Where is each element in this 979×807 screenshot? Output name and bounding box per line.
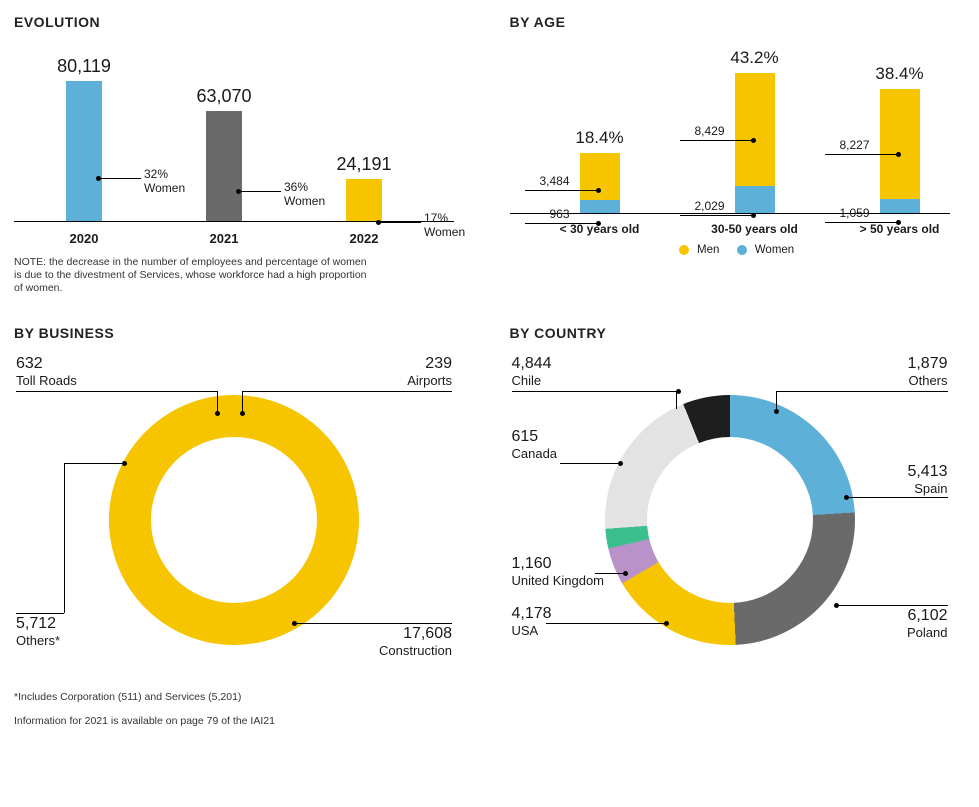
panel-evolution: EVOLUTION 80,119202032% Women63,07020213… [14, 14, 470, 295]
age-x-axis [510, 213, 950, 214]
chart-by-age: Men Women 18.4%< 30 years old3,48496343.… [510, 44, 950, 254]
txt-airports: Airports [407, 374, 452, 389]
txt-others-cty: Others [907, 374, 947, 389]
evo-category-2020: 2020 [70, 231, 99, 246]
age-bar-women-1 [735, 186, 775, 213]
age-bar-men-0 [580, 153, 620, 200]
ldot-uk [623, 571, 628, 576]
val-uk: 1,160 [512, 555, 605, 573]
chart-evolution: 80,119202032% Women63,070202136% Women24… [14, 44, 454, 254]
evo-bar-2021 [206, 111, 242, 221]
lbl-spain: 5,413 Spain [907, 463, 947, 496]
lead-v-others [64, 463, 65, 613]
val-canada: 615 [512, 428, 558, 446]
age-bar-women-2 [880, 199, 920, 213]
evo-category-2022: 2022 [350, 231, 379, 246]
ldot-poland [834, 603, 839, 608]
evo-bar-2022 [346, 179, 382, 221]
evo-value-2022: 24,191 [336, 154, 391, 175]
lead-h-others-bot [16, 613, 64, 614]
title-by-country: BY COUNTRY [510, 325, 966, 341]
lead-h-tollroads [16, 391, 217, 392]
donut-hole-country [647, 437, 813, 603]
age-pct-1: 43.2% [730, 48, 778, 68]
lead-others [776, 391, 948, 392]
ldot-others-cty [774, 409, 779, 414]
legend-swatch-men [679, 245, 689, 255]
txt-toll-roads: Toll Roads [16, 374, 77, 389]
txt-canada: Canada [512, 447, 558, 462]
val-others-biz: 5,712 [16, 615, 60, 633]
title-by-age: BY AGE [510, 14, 966, 30]
lead-usa [546, 623, 666, 624]
age-pct-0: 18.4% [575, 128, 623, 148]
lead-chile [512, 391, 678, 392]
txt-construction: Construction [379, 644, 452, 659]
val-usa: 4,178 [512, 605, 552, 623]
lbl-others-biz: 5,712 Others* [16, 615, 60, 648]
txt-uk: United Kingdom [512, 574, 605, 589]
age-bar-men-1 [735, 73, 775, 186]
txt-others-biz: Others* [16, 634, 60, 649]
ldot-spain [844, 495, 849, 500]
evolution-note: NOTE: the decrease in the number of empl… [14, 256, 374, 295]
chart-by-business: 632 Toll Roads 239 Airports 5,712 Others… [14, 355, 454, 685]
title-by-business: BY BUSINESS [14, 325, 470, 341]
lead-chile-v [676, 391, 677, 409]
age-cat-1: 30-50 years old [711, 222, 798, 236]
val-airports: 239 [407, 355, 452, 373]
lead-poland [836, 605, 948, 606]
lead-canada [560, 463, 620, 464]
txt-poland: Poland [907, 626, 947, 641]
lbl-chile: 4,844 Chile [512, 355, 552, 388]
evo-category-2021: 2021 [210, 231, 239, 246]
lbl-toll-roads: 632 Toll Roads [16, 355, 77, 388]
legend-swatch-women [737, 245, 747, 255]
age-bar-men-2 [880, 89, 920, 199]
footnote-biz-2: Information for 2021 is available on pag… [14, 715, 470, 727]
lead-v-airports [242, 391, 243, 413]
lead-others-v [776, 391, 777, 411]
evo-bar-2020 [66, 81, 102, 221]
footnote-biz-1: *Includes Corporation (511) and Services… [14, 691, 470, 703]
lbl-others-cty: 1,879 Others [907, 355, 947, 388]
evo-value-2020: 80,119 [57, 56, 111, 77]
panel-by-country: BY COUNTRY 4,844 Chile 1,879 Others 615 … [510, 325, 966, 727]
ldot-canada [618, 461, 623, 466]
val-construction: 17,608 [379, 625, 452, 643]
val-chile: 4,844 [512, 355, 552, 373]
val-spain: 5,413 [907, 463, 947, 481]
age-bar-women-0 [580, 200, 620, 213]
txt-spain: Spain [907, 482, 947, 497]
lbl-poland: 6,102 Poland [907, 607, 947, 640]
txt-chile: Chile [512, 374, 552, 389]
legend-label-women: Women [755, 244, 794, 256]
lead-h-others-top [64, 463, 124, 464]
evo-value-2021: 63,070 [196, 86, 251, 107]
lead-h-airports [242, 391, 452, 392]
lead-uk [595, 573, 625, 574]
val-poland: 6,102 [907, 607, 947, 625]
age-pct-2: 38.4% [875, 64, 923, 84]
donut-hole-business [151, 437, 317, 603]
panel-by-business: BY BUSINESS 632 Toll Roads 239 Airports … [14, 325, 470, 727]
age-legend: Men Women [510, 244, 950, 256]
val-others-cty: 1,879 [907, 355, 947, 373]
lbl-canada: 615 Canada [512, 428, 558, 461]
panel-by-age: BY AGE Men Women 18.4%< 30 years old3,48… [510, 14, 966, 295]
lbl-uk: 1,160 United Kingdom [512, 555, 605, 588]
txt-usa: USA [512, 624, 552, 639]
lbl-usa: 4,178 USA [512, 605, 552, 638]
lbl-airports: 239 Airports [407, 355, 452, 388]
title-evolution: EVOLUTION [14, 14, 470, 30]
chart-by-country: 4,844 Chile 1,879 Others 615 Canada 5,41… [510, 355, 950, 685]
lbl-construction: 17,608 Construction [379, 625, 452, 658]
legend-label-men: Men [697, 244, 719, 256]
val-toll-roads: 632 [16, 355, 77, 373]
lead-h-construction [294, 623, 452, 624]
ldot-usa [664, 621, 669, 626]
lead-spain [846, 497, 948, 498]
lead-v-tollroads [217, 391, 218, 413]
